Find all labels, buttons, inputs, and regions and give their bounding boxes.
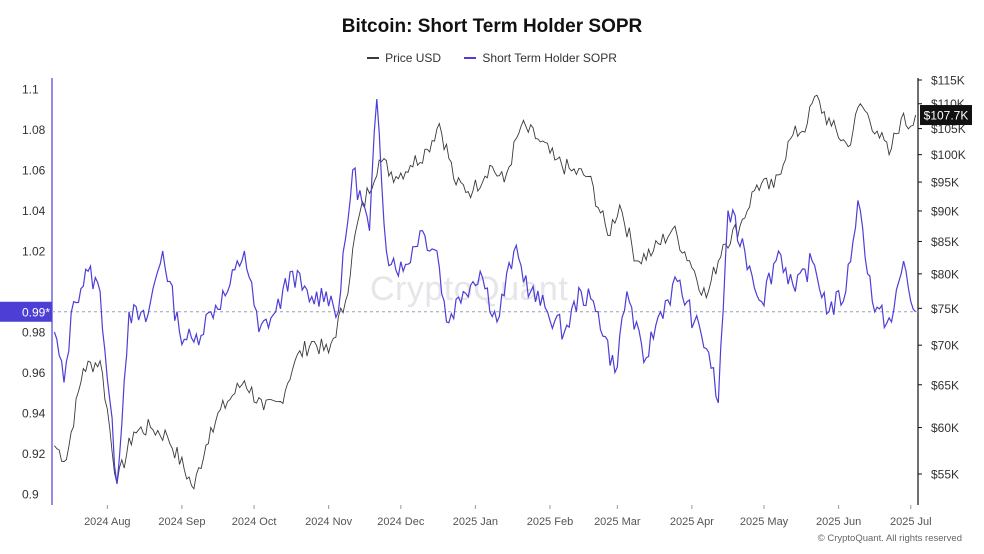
y-right-tick-label: $70K bbox=[931, 339, 959, 353]
y-right-tick-label: $115K bbox=[931, 74, 965, 88]
chart-title: Bitcoin: Short Term Holder SOPR bbox=[341, 16, 643, 37]
y-left-tick-label: 1.04 bbox=[22, 204, 46, 218]
x-tick-label: 2025 Jan bbox=[453, 516, 498, 528]
y-left-tick-label: 0.92 bbox=[22, 447, 46, 461]
x-tick-label: 2025 May bbox=[740, 516, 789, 528]
y-left-tick-label: 0.98 bbox=[22, 326, 46, 340]
y-right-tick-label: $105K bbox=[931, 122, 966, 136]
y-left-tick-label: 0.9 bbox=[22, 488, 39, 502]
legend-swatch-price bbox=[367, 57, 380, 59]
sopr-line bbox=[53, 99, 917, 484]
legend-item-price[interactable]: Price USD bbox=[367, 51, 441, 65]
y-left-tick-label: 0.96 bbox=[22, 366, 46, 380]
x-tick-label: 2024 Nov bbox=[305, 516, 353, 528]
x-tick-label: 2024 Oct bbox=[232, 516, 277, 528]
x-tick-label: 2025 Mar bbox=[594, 516, 641, 528]
x-tick-label: 2025 Feb bbox=[527, 516, 573, 528]
legend-label-sopr: Short Term Holder SOPR bbox=[482, 51, 617, 65]
y-right-tick-label: $85K bbox=[931, 235, 959, 249]
y-right-tick-label: $75K bbox=[931, 302, 959, 316]
watermark: CryptoQuant bbox=[370, 270, 569, 308]
y-left-tick-label: 1.02 bbox=[22, 245, 46, 259]
x-tick-label: 2024 Aug bbox=[84, 516, 131, 528]
y-left-tick-label: 1.06 bbox=[22, 164, 46, 178]
x-tick-label: 2025 Jul bbox=[890, 516, 932, 528]
legend-label-price: Price USD bbox=[385, 51, 442, 65]
y-left-tick-label: 1.08 bbox=[22, 123, 46, 137]
price-usd-line bbox=[54, 94, 917, 490]
x-tick-label: 2025 Apr bbox=[670, 516, 714, 528]
legend: Price USD Short Term Holder SOPR bbox=[0, 48, 984, 65]
y-right-tick-label: $65K bbox=[931, 378, 959, 392]
y-right-tick-label: $55K bbox=[931, 468, 959, 482]
last-price-label: $107.7K bbox=[924, 109, 969, 123]
legend-item-sopr[interactable]: Short Term Holder SOPR bbox=[464, 51, 617, 65]
y-right-tick-label: $95K bbox=[931, 176, 959, 190]
x-tick-label: 2024 Dec bbox=[377, 516, 425, 528]
copyright-credit: © CryptoQuant. All rights reserved bbox=[817, 533, 962, 544]
y-left-tick-label: 0.94 bbox=[22, 407, 46, 421]
left-highlight-badge bbox=[0, 301, 52, 322]
x-tick-label: 2025 Jun bbox=[816, 516, 861, 528]
y-left-tick-label: 1.1 bbox=[22, 83, 39, 97]
y-right-tick-label: $90K bbox=[931, 204, 959, 218]
last-price-badge bbox=[920, 105, 972, 126]
y-left-tick-label: 0.99* bbox=[22, 305, 50, 319]
y-right-tick-label: $60K bbox=[931, 421, 959, 435]
y-right-tick-label: $100K bbox=[931, 148, 966, 162]
legend-swatch-sopr bbox=[464, 57, 477, 59]
x-tick-label: 2024 Sep bbox=[158, 516, 205, 528]
y-right-tick-label: $80K bbox=[931, 267, 959, 281]
